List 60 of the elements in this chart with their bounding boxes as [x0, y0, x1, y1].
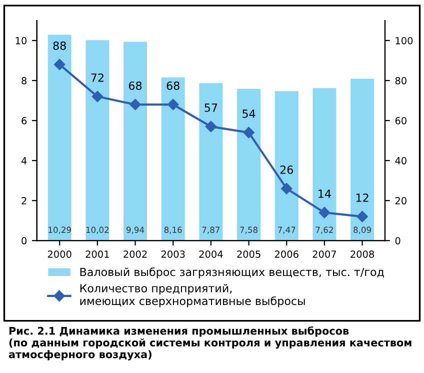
y-tick-label: 10 — [16, 37, 27, 44]
data-label: 8,09 — [354, 226, 371, 234]
x-tick-label: 2005 — [237, 250, 260, 258]
y2-tick-label: 20 — [395, 197, 406, 204]
bar — [48, 34, 72, 241]
bar — [199, 83, 223, 241]
bar — [237, 88, 261, 241]
x-tick-label: 2003 — [161, 250, 185, 258]
point — [243, 126, 254, 138]
bar — [274, 91, 298, 241]
bar — [312, 88, 336, 241]
data-label: 68 — [166, 81, 180, 90]
y2-tick-label: 60 — [395, 117, 406, 124]
y2-tick-label: 40 — [395, 157, 406, 164]
data-label: 88 — [53, 41, 66, 50]
data-label: 10,02 — [86, 226, 109, 234]
point — [130, 98, 141, 110]
bar — [124, 42, 147, 241]
point — [205, 120, 217, 132]
data-label: 68 — [128, 81, 142, 90]
point — [318, 206, 330, 218]
y2-tick-label: 80 — [395, 77, 406, 84]
data-label: 54 — [242, 110, 256, 118]
point — [167, 98, 179, 110]
point — [92, 90, 104, 102]
data-label: 8,16 — [164, 226, 182, 234]
y-tick-label: 0 — [22, 237, 27, 244]
x-tick-label: 2000 — [48, 250, 72, 258]
data-label: 7,62 — [316, 226, 333, 234]
y2-tick-label: 100 — [396, 37, 413, 44]
data-label: 72 — [91, 73, 104, 82]
y-tick-label: 6 — [22, 117, 27, 124]
bar — [350, 78, 374, 241]
data-label: 26 — [280, 166, 293, 174]
point — [356, 210, 368, 222]
x-tick-label: 2001 — [86, 250, 109, 258]
x-tick-label: 2007 — [312, 250, 336, 258]
x-tick-label: 2006 — [274, 250, 298, 258]
text: Рис. 2.1 Динамика изменения промышленных выбросов (по данным городской системы контроля и управления качеством атмосферного воздуха) — [8, 326, 412, 360]
data-label: 7,87 — [202, 226, 220, 234]
bar — [161, 77, 185, 241]
point — [281, 182, 292, 194]
bar — [86, 40, 110, 241]
x-tick-label: 2008 — [350, 250, 374, 258]
point — [54, 58, 66, 70]
y2-tick-label: 0 — [395, 237, 400, 244]
data-label: 12 — [356, 194, 368, 202]
y-tick-label: 4 — [21, 157, 27, 164]
x-tick-label: 2004 — [199, 250, 223, 258]
y-tick-label: 8 — [22, 77, 26, 84]
data-label: 7,47 — [278, 226, 296, 234]
data-label: 9,94 — [126, 226, 144, 234]
x-tick-label: 2002 — [124, 250, 147, 258]
data-label: 10,29 — [48, 226, 71, 234]
legend-label: Валовый выброс загрязняющих веществ, тыс. т/год — [80, 267, 384, 278]
y-tick-label: 2 — [22, 197, 26, 204]
data-label: 14 — [318, 190, 331, 198]
data-label: 7,58 — [240, 226, 258, 234]
data-label: 57 — [204, 104, 218, 112]
legend-label: Количество предприятий, имеющих сверхнормативные выбросы — [80, 284, 305, 308]
